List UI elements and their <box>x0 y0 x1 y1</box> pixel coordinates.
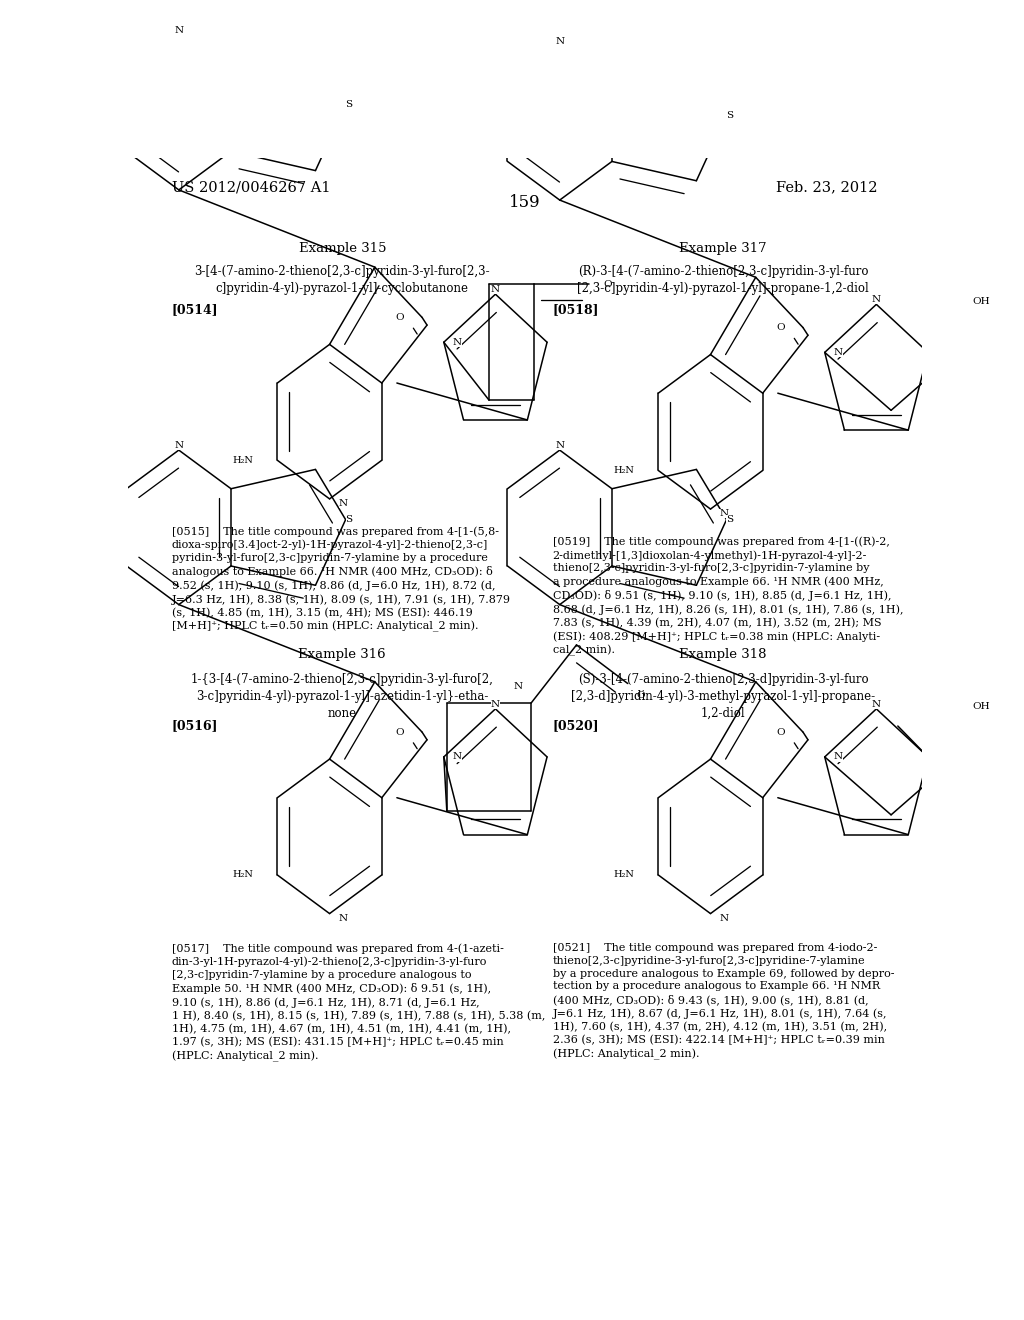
Text: O: O <box>776 323 784 333</box>
Text: O: O <box>395 313 403 322</box>
Text: N: N <box>453 752 462 762</box>
Text: N: N <box>513 682 522 692</box>
Text: Example 318: Example 318 <box>680 648 767 661</box>
Text: [0514]: [0514] <box>172 302 218 315</box>
Text: H₂N: H₂N <box>232 455 253 465</box>
Text: O: O <box>603 280 612 289</box>
Text: 159: 159 <box>509 194 541 211</box>
Text: [0515]    The title compound was prepared from 4-[1-(5,8-
dioxa-spiro[3.4]oct-2-: [0515] The title compound was prepared f… <box>172 527 511 632</box>
Text: Feb. 23, 2012: Feb. 23, 2012 <box>776 181 878 195</box>
Text: OH: OH <box>973 297 990 306</box>
Text: N: N <box>720 913 729 923</box>
Text: N: N <box>339 913 348 923</box>
Text: H₂N: H₂N <box>613 870 634 879</box>
Text: [0517]    The title compound was prepared from 4-(1-azeti-
din-3-yl-1H-pyrazol-4: [0517] The title compound was prepared f… <box>172 942 545 1061</box>
Text: S: S <box>727 111 733 120</box>
Text: [0519]    The title compound was prepared from 4-[1-((R)-2,
2-dimethyl-[1,3]diox: [0519] The title compound was prepared f… <box>553 536 903 656</box>
Text: N: N <box>339 499 348 508</box>
Text: N: N <box>834 752 843 762</box>
Text: OH: OH <box>973 701 990 710</box>
Text: N: N <box>490 285 500 294</box>
Text: O: O <box>395 727 403 737</box>
Text: Example 315: Example 315 <box>299 242 386 255</box>
Text: US 2012/0046267 A1: US 2012/0046267 A1 <box>172 181 330 195</box>
Text: H₂N: H₂N <box>613 466 634 475</box>
Text: (S)-3-[4-(7-amino-2-thieno[2,3-d]pyridin-3-yl-furo
[2,3-d]pyridin-4-yl)-3-methyl: (S)-3-[4-(7-amino-2-thieno[2,3-d]pyridin… <box>571 673 876 719</box>
Text: 1-{3-[4-(7-amino-2-thieno[2,3-c]pyridin-3-yl-furo[2,
3-c]pyridin-4-yl)-pyrazol-1: 1-{3-[4-(7-amino-2-thieno[2,3-c]pyridin-… <box>190 673 494 719</box>
Text: N: N <box>490 700 500 709</box>
Text: H₂N: H₂N <box>232 870 253 879</box>
Text: N: N <box>174 26 183 36</box>
Text: (R)-3-[4-(7-amino-2-thieno[2,3-c]pyridin-3-yl-furo
[2,3-c]pyridin-4-yl)-pyrazol-: (R)-3-[4-(7-amino-2-thieno[2,3-c]pyridin… <box>578 265 869 296</box>
Text: N: N <box>834 348 843 356</box>
Text: Example 317: Example 317 <box>679 242 767 255</box>
Text: N: N <box>871 296 881 305</box>
Text: O: O <box>637 692 645 701</box>
Text: N: N <box>555 441 564 450</box>
Text: O: O <box>776 727 784 737</box>
Text: S: S <box>727 515 733 524</box>
Text: S: S <box>346 100 352 110</box>
Text: [0518]: [0518] <box>553 302 599 315</box>
Text: N: N <box>871 700 881 709</box>
Text: Example 316: Example 316 <box>298 648 386 661</box>
Text: N: N <box>453 338 462 347</box>
Text: N: N <box>720 510 729 517</box>
Text: [0520]: [0520] <box>553 719 599 733</box>
Text: N: N <box>555 37 564 46</box>
Text: [0516]: [0516] <box>172 719 218 733</box>
Text: S: S <box>346 515 352 524</box>
Text: 3-[4-(7-amino-2-thieno[2,3-c]pyridin-3-yl-furo[2,3-
c]pyridin-4-yl)-pyrazol-1-yl: 3-[4-(7-amino-2-thieno[2,3-c]pyridin-3-y… <box>195 265 490 296</box>
Text: [0521]    The title compound was prepared from 4-iodo-2-
thieno[2,3-c]pyridine-3: [0521] The title compound was prepared f… <box>553 942 894 1060</box>
Text: N: N <box>174 441 183 450</box>
